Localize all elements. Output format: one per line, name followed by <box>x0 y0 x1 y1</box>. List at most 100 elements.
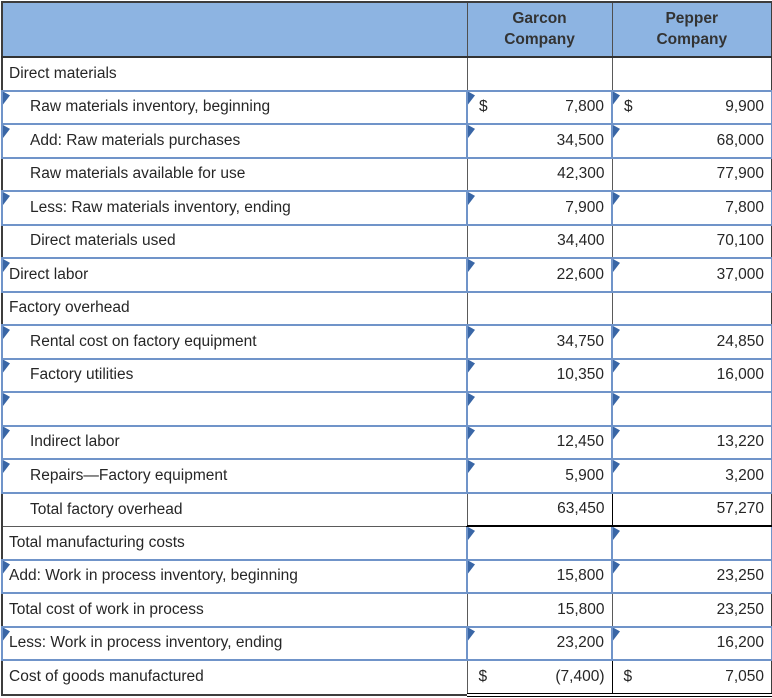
entry-marker-icon <box>4 561 10 574</box>
pepper-value-entry-cell[interactable]: 3,200 <box>611 458 772 494</box>
entry-marker-icon <box>469 527 475 540</box>
garcon-value-cell: 34,400 <box>466 224 613 259</box>
table-row: Total manufacturing costs <box>1 525 772 561</box>
row-label: Less: Work in process inventory, ending <box>9 634 283 652</box>
entry-marker-icon <box>469 92 475 105</box>
garcon-amount: (7,400) <box>555 667 605 685</box>
pepper-amount: 16,000 <box>716 366 764 384</box>
pepper-value-entry-cell[interactable]: 37,000 <box>611 257 772 293</box>
pepper-value-entry-cell[interactable]: 13,220 <box>611 424 772 460</box>
garcon-value-entry-cell[interactable]: 12,450 <box>466 424 613 460</box>
pepper-amount: 23,250 <box>716 600 764 618</box>
table-body: Direct materials Raw materials inventory,… <box>1 56 772 697</box>
garcon-value-cell <box>466 291 613 326</box>
row-label-entry-cell[interactable]: Less: Work in process inventory, ending <box>1 625 468 661</box>
entry-marker-icon <box>614 125 620 138</box>
entry-marker-icon <box>469 259 475 272</box>
pepper-amount: 70,100 <box>716 232 764 250</box>
pepper-amount: 68,000 <box>716 131 764 149</box>
entry-marker-icon <box>469 628 475 641</box>
pepper-value-entry-cell[interactable]: 16,200 <box>611 625 772 661</box>
table-row: Raw materials available for use 42,300 77,… <box>1 157 772 192</box>
pepper-value-entry-cell[interactable]: 16,000 <box>611 357 772 393</box>
row-label: Direct materials used <box>30 232 176 250</box>
entry-marker-icon <box>614 393 620 406</box>
entry-marker-icon <box>4 125 10 138</box>
table-row: Factory overhead <box>1 291 772 326</box>
pepper-value-entry-cell[interactable] <box>611 391 772 427</box>
garcon-value-entry-cell[interactable]: 5,900 <box>466 458 613 494</box>
pepper-value-entry-cell[interactable]: 24,850 <box>611 324 772 360</box>
pepper-value-entry-cell[interactable]: 23,250 <box>611 558 772 594</box>
entry-marker-icon <box>469 326 475 339</box>
garcon-amount: 5,900 <box>565 466 604 484</box>
garcon-amount: 15,800 <box>557 600 605 618</box>
pepper-amount: 7,800 <box>725 198 764 216</box>
column-header-pepper-label: Pepper Company <box>656 10 728 48</box>
garcon-value-entry-cell[interactable]: 34,500 <box>466 123 613 159</box>
entry-marker-icon <box>469 192 475 205</box>
row-label-entry-cell[interactable]: Direct labor <box>1 257 468 293</box>
row-label-entry-cell[interactable]: Add: Raw materials purchases <box>1 123 468 159</box>
pepper-value-entry-cell[interactable]: 7,800 <box>611 190 772 226</box>
table-row: Total factory overhead 63,450 57,270 <box>1 491 772 527</box>
row-label-entry-cell[interactable]: Indirect labor <box>1 424 468 460</box>
pepper-amount: 7,050 <box>725 667 764 685</box>
garcon-value-entry-cell[interactable]: 23,200 <box>466 625 613 661</box>
entry-marker-icon <box>614 561 620 574</box>
row-label-cell: Direct materials <box>1 56 468 91</box>
garcon-amount: 34,750 <box>556 332 604 350</box>
garcon-value-entry-cell[interactable]: 22,600 <box>466 257 613 293</box>
row-label: Cost of goods manufactured <box>9 668 204 686</box>
column-header-blank <box>1 1 468 58</box>
pepper-amount: 57,270 <box>716 500 764 518</box>
row-label-entry-cell[interactable]: Repairs—Factory equipment <box>1 458 468 494</box>
garcon-value-entry-cell[interactable] <box>466 525 613 561</box>
garcon-amount: 34,400 <box>557 232 605 250</box>
row-label-cell: Total factory overhead <box>1 492 468 527</box>
garcon-value-entry-cell[interactable]: 7,900 <box>466 190 613 226</box>
row-label: Raw materials available for use <box>30 165 246 183</box>
pepper-value-entry-cell[interactable]: 68,000 <box>611 123 772 159</box>
row-label-cell: Cost of goods manufactured <box>1 659 468 695</box>
row-label-entry-cell[interactable]: Factory utilities <box>1 357 468 393</box>
garcon-amount: 7,900 <box>565 198 604 216</box>
row-label-entry-cell[interactable]: Raw materials inventory, beginning <box>1 89 468 125</box>
pepper-value-entry-cell[interactable]: $9,900 <box>611 89 772 125</box>
row-label-entry-cell[interactable] <box>1 391 468 427</box>
entry-marker-icon <box>469 393 475 406</box>
garcon-amount: 12,450 <box>556 433 604 451</box>
table-row: Direct materials used 34,400 70,100 <box>1 224 772 259</box>
entry-marker-icon <box>4 427 10 440</box>
garcon-value-entry-cell[interactable] <box>466 391 613 427</box>
garcon-value-cell: 15,800 <box>466 592 613 627</box>
row-label-entry-cell[interactable]: Rental cost on factory equipment <box>1 324 468 360</box>
garcon-value-entry-cell[interactable]: 10,350 <box>466 357 613 393</box>
entry-marker-icon <box>469 427 475 440</box>
pepper-value-entry-cell[interactable] <box>611 525 772 561</box>
row-label-entry-cell[interactable]: Add: Work in process inventory, beginnin… <box>1 558 468 594</box>
entry-marker-icon <box>614 326 620 339</box>
row-label: Repairs—Factory equipment <box>30 466 228 484</box>
garcon-value-entry-cell[interactable]: 15,800 <box>466 558 613 594</box>
table-row: Cost of goods manufactured $ (7,400) $7,050 <box>1 659 772 697</box>
row-label-cell: Total manufacturing costs <box>1 525 468 560</box>
row-label-cell: Raw materials available for use <box>1 157 468 192</box>
garcon-value-entry-cell[interactable]: $7,800 <box>466 89 613 125</box>
table-row: Direct labor 22,600 37,000 <box>1 257 772 293</box>
row-label-cell: Direct materials used <box>1 224 468 259</box>
pepper-amount: 37,000 <box>716 265 764 283</box>
entry-marker-icon <box>469 360 475 373</box>
entry-marker-icon <box>469 561 475 574</box>
entry-marker-icon <box>4 393 10 406</box>
garcon-value-cell: $ (7,400) <box>466 659 613 697</box>
garcon-value-entry-cell[interactable]: 34,750 <box>466 324 613 360</box>
row-label: Rental cost on factory equipment <box>30 332 257 350</box>
table-row: Less: Raw materials inventory, ending 7,9… <box>1 190 772 226</box>
row-label-entry-cell[interactable]: Less: Raw materials inventory, ending <box>1 190 468 226</box>
row-label: Add: Raw materials purchases <box>30 131 241 149</box>
garcon-value-cell: 63,450 <box>466 491 613 527</box>
entry-marker-icon <box>4 628 10 641</box>
row-label: Total factory overhead <box>30 500 183 518</box>
pepper-value-cell: 77,900 <box>611 157 772 192</box>
